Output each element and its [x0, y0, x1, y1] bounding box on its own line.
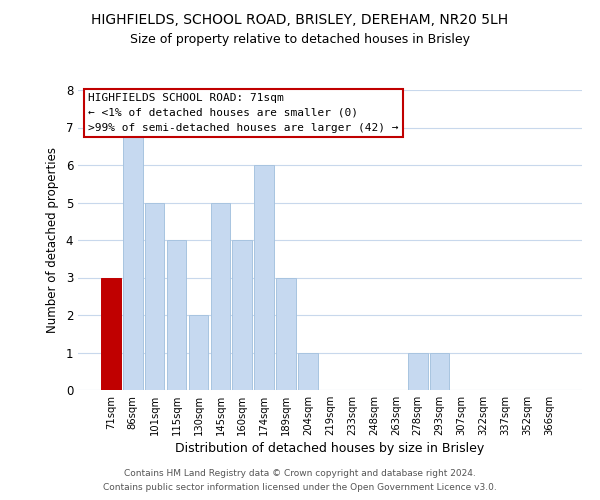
Text: Contains HM Land Registry data © Crown copyright and database right 2024.: Contains HM Land Registry data © Crown c… — [124, 468, 476, 477]
Bar — [276, 278, 296, 390]
Text: Contains public sector information licensed under the Open Government Licence v3: Contains public sector information licen… — [103, 484, 497, 492]
Bar — [430, 352, 449, 390]
Bar — [123, 128, 143, 390]
Bar — [232, 240, 252, 390]
Bar — [211, 202, 230, 390]
Bar — [145, 202, 164, 390]
Bar — [188, 315, 208, 390]
Y-axis label: Number of detached properties: Number of detached properties — [46, 147, 59, 333]
Bar — [298, 352, 318, 390]
Bar — [408, 352, 428, 390]
Bar — [254, 165, 274, 390]
Text: Size of property relative to detached houses in Brisley: Size of property relative to detached ho… — [130, 32, 470, 46]
Text: HIGHFIELDS, SCHOOL ROAD, BRISLEY, DEREHAM, NR20 5LH: HIGHFIELDS, SCHOOL ROAD, BRISLEY, DEREHA… — [91, 12, 509, 26]
Bar — [167, 240, 187, 390]
Text: HIGHFIELDS SCHOOL ROAD: 71sqm
← <1% of detached houses are smaller (0)
>99% of s: HIGHFIELDS SCHOOL ROAD: 71sqm ← <1% of d… — [88, 93, 398, 132]
Bar — [101, 278, 121, 390]
X-axis label: Distribution of detached houses by size in Brisley: Distribution of detached houses by size … — [175, 442, 485, 455]
